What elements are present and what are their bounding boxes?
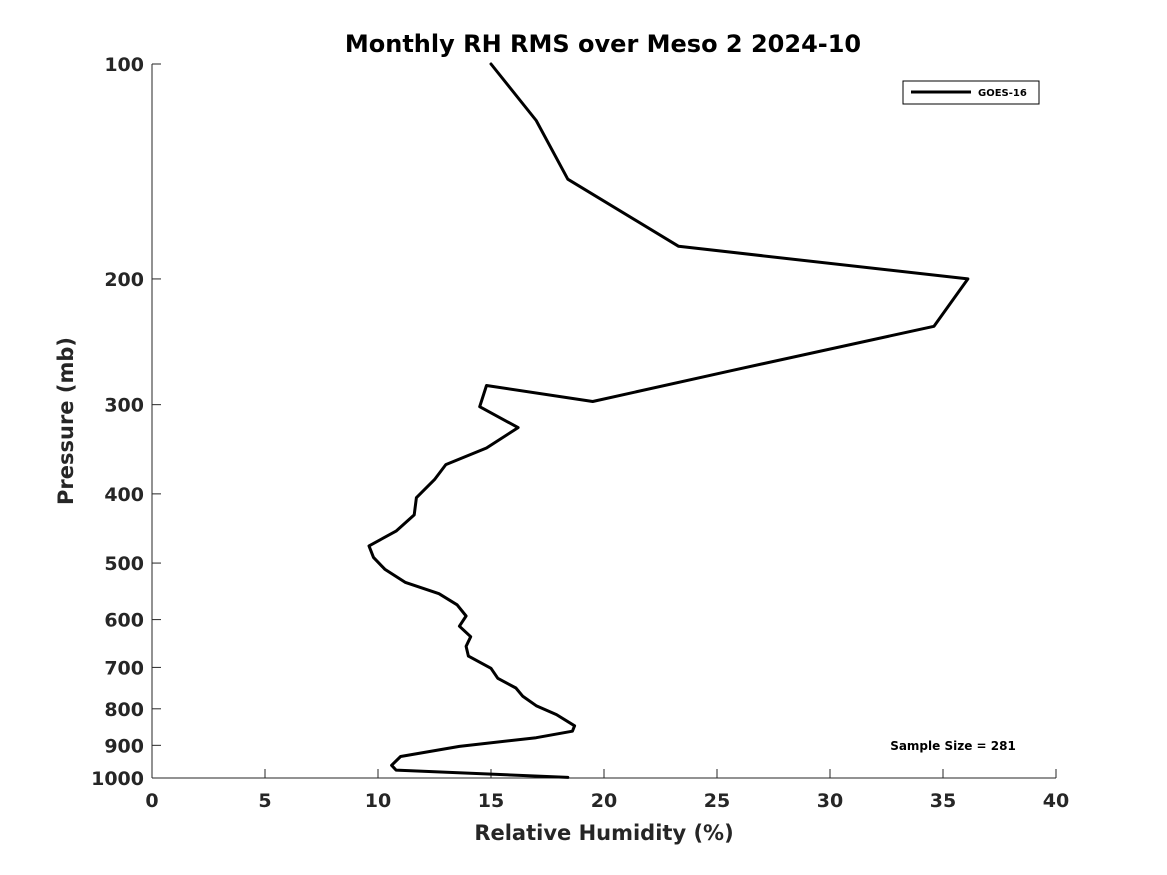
x-tick-label: 10 [365, 790, 391, 812]
x-tick-label: 0 [145, 790, 158, 812]
legend-entry-goes-16: GOES-16 [978, 88, 1027, 99]
y-tick-label: 900 [104, 735, 144, 757]
y-axis-label: Pressure (mb) [54, 337, 78, 505]
sample-size-annotation: Sample Size = 281 [890, 739, 1016, 753]
y-tick-label: 800 [104, 699, 144, 721]
series-line-goes-16 [367, 62, 970, 779]
x-tick-label: 25 [704, 790, 730, 812]
x-tick-label: 35 [930, 790, 956, 812]
chart-title: Monthly RH RMS over Meso 2 2024-10 [345, 30, 861, 58]
y-tick-label: 600 [104, 610, 144, 632]
x-tick-label: 20 [591, 790, 617, 812]
x-tick-label: 40 [1043, 790, 1069, 812]
y-tick-label: 700 [104, 657, 144, 679]
y-tick-label: 300 [104, 395, 144, 417]
x-tick-label: 30 [817, 790, 843, 812]
x-tick-label: 5 [258, 790, 271, 812]
y-tick-label: 1000 [91, 768, 144, 790]
legend: GOES-16 [902, 80, 1040, 105]
y-ticks: 100 200 300 400 500 600 700 800 900 1000 [91, 54, 161, 790]
y-tick-label: 200 [104, 269, 144, 291]
y-tick-label: 500 [104, 553, 144, 575]
x-ticks: 0 5 10 15 20 25 30 35 40 [145, 769, 1069, 812]
y-tick-label: 100 [104, 54, 144, 76]
y-tick-label: 400 [104, 484, 144, 506]
x-axis-label: Relative Humidity (%) [474, 821, 733, 845]
x-tick-label: 15 [478, 790, 504, 812]
